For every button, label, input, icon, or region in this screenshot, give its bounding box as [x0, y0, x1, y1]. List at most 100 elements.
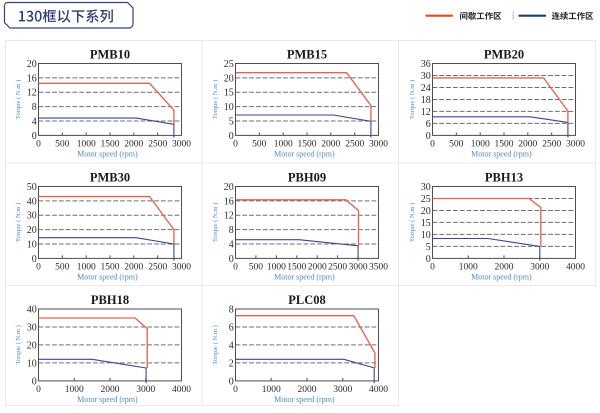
svg-text:Motor speed (rpm): Motor speed (rpm) [77, 273, 138, 282]
svg-text:Motor speed (rpm): Motor speed (rpm) [274, 273, 335, 282]
svg-text:1000: 1000 [274, 139, 293, 149]
svg-text:25: 25 [421, 194, 431, 205]
svg-text:0: 0 [426, 254, 431, 265]
svg-text:16: 16 [27, 73, 37, 84]
svg-text:2: 2 [229, 358, 234, 369]
svg-text:PMB30: PMB30 [90, 171, 130, 185]
svg-text:1500: 1500 [101, 262, 120, 272]
svg-text:2000: 2000 [495, 262, 514, 272]
svg-text:2500: 2500 [345, 139, 364, 149]
svg-text:Motor speed (rpm): Motor speed (rpm) [471, 273, 532, 282]
svg-text:2500: 2500 [542, 139, 561, 149]
svg-text:3000: 3000 [333, 385, 352, 395]
svg-text:30: 30 [27, 322, 37, 333]
svg-text:3000: 3000 [566, 139, 585, 149]
svg-text:Motor speed (rpm): Motor speed (rpm) [77, 150, 138, 159]
svg-text:0: 0 [233, 139, 238, 149]
svg-text:3000: 3000 [349, 262, 368, 272]
svg-text:0: 0 [233, 385, 238, 395]
svg-text:5: 5 [229, 116, 234, 127]
svg-text:1500: 1500 [495, 139, 514, 149]
svg-text:Torque ( N.m ): Torque ( N.m ) [15, 325, 22, 364]
svg-text:10: 10 [27, 239, 37, 250]
svg-text:10: 10 [421, 230, 431, 241]
svg-text:12: 12 [224, 211, 234, 222]
svg-text:4: 4 [32, 116, 37, 127]
svg-text:4000: 4000 [369, 385, 388, 395]
svg-text:2000: 2000 [124, 262, 143, 272]
svg-text:1500: 1500 [101, 139, 120, 149]
svg-text:1000: 1000 [65, 385, 84, 395]
svg-text:8: 8 [32, 102, 37, 113]
svg-text:500: 500 [252, 139, 267, 149]
svg-text:0: 0 [426, 131, 431, 142]
svg-text:10: 10 [27, 358, 37, 369]
svg-text:0: 0 [229, 131, 234, 142]
svg-text:2500: 2500 [328, 262, 347, 272]
svg-text:3000: 3000 [530, 262, 549, 272]
svg-text:30: 30 [421, 182, 431, 193]
svg-text:1000: 1000 [77, 262, 96, 272]
svg-text:0: 0 [229, 376, 234, 387]
svg-text:Torque ( N.m ): Torque ( N.m ) [409, 203, 416, 242]
svg-text:0: 0 [229, 254, 234, 265]
svg-text:1500: 1500 [287, 262, 306, 272]
svg-text:1000: 1000 [267, 262, 286, 272]
svg-text:1000: 1000 [262, 385, 281, 395]
svg-text:0: 0 [36, 262, 41, 272]
svg-text:8: 8 [229, 304, 234, 315]
svg-text:8: 8 [229, 225, 234, 236]
svg-text:2000: 2000 [321, 139, 340, 149]
svg-text:PLC08: PLC08 [288, 293, 326, 307]
svg-text:40: 40 [27, 304, 37, 315]
svg-text:20: 20 [27, 340, 37, 351]
svg-text:20: 20 [224, 182, 234, 193]
svg-text:PBH09: PBH09 [288, 171, 326, 185]
svg-text:18: 18 [421, 95, 431, 106]
svg-text:Torque ( N.m ): Torque ( N.m ) [15, 80, 22, 119]
svg-text:1000: 1000 [471, 139, 490, 149]
svg-text:6: 6 [229, 322, 234, 333]
svg-text:3000: 3000 [136, 385, 155, 395]
svg-text:4000: 4000 [172, 385, 191, 395]
svg-text:20: 20 [27, 225, 37, 236]
svg-text:5: 5 [426, 242, 431, 253]
svg-text:2000: 2000 [518, 139, 537, 149]
svg-text:PMB15: PMB15 [287, 48, 327, 62]
svg-text:0: 0 [233, 262, 238, 272]
svg-text:Torque ( N.m ): Torque ( N.m ) [212, 325, 219, 364]
svg-text:3000: 3000 [369, 139, 388, 149]
svg-text:500: 500 [55, 139, 70, 149]
svg-text:PMB10: PMB10 [90, 48, 130, 62]
svg-text:Motor speed (rpm): Motor speed (rpm) [471, 150, 532, 159]
svg-text:0: 0 [32, 131, 37, 142]
svg-text:20: 20 [421, 206, 431, 217]
svg-text:500: 500 [249, 262, 264, 272]
svg-text:0: 0 [36, 139, 41, 149]
svg-text:20: 20 [224, 73, 234, 84]
svg-text:2500: 2500 [148, 262, 167, 272]
svg-text:0: 0 [32, 376, 37, 387]
svg-text:10: 10 [224, 102, 234, 113]
svg-text:PBH18: PBH18 [91, 293, 129, 307]
svg-text:Motor speed (rpm): Motor speed (rpm) [274, 150, 335, 159]
svg-text:6: 6 [426, 119, 431, 130]
svg-text:2000: 2000 [308, 262, 327, 272]
svg-text:Torque ( N.m ): Torque ( N.m ) [212, 80, 219, 119]
svg-text:4: 4 [229, 340, 234, 351]
svg-text:0: 0 [32, 254, 37, 265]
svg-text:Motor speed (rpm): Motor speed (rpm) [77, 395, 138, 404]
svg-text:4000: 4000 [566, 262, 585, 272]
svg-text:0: 0 [36, 385, 41, 395]
svg-text:36: 36 [421, 59, 431, 70]
svg-text:Torque ( N.m ): Torque ( N.m ) [212, 203, 219, 242]
svg-text:16: 16 [224, 196, 234, 207]
svg-text:Torque ( N.m ): Torque ( N.m ) [409, 80, 416, 119]
svg-text:2000: 2000 [298, 385, 317, 395]
svg-text:1000: 1000 [77, 139, 96, 149]
svg-text:2000: 2000 [124, 139, 143, 149]
svg-text:3000: 3000 [172, 262, 191, 272]
svg-text:PMB20: PMB20 [484, 48, 524, 62]
svg-text:3500: 3500 [369, 262, 388, 272]
svg-text:4: 4 [229, 239, 234, 250]
